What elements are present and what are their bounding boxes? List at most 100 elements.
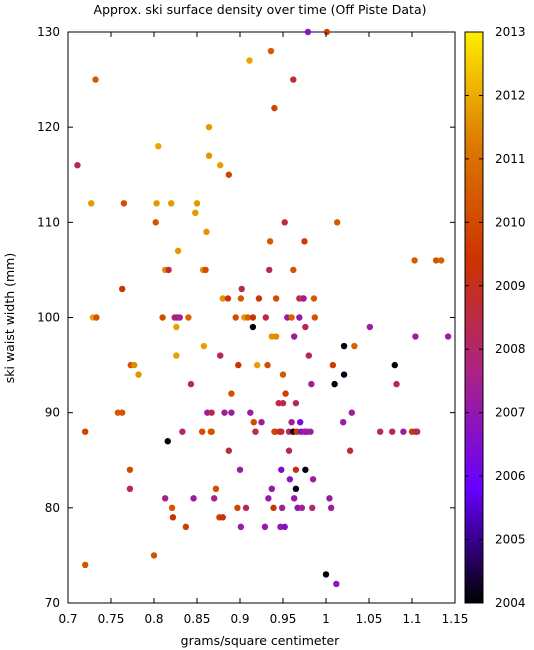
data-point	[286, 476, 294, 483]
y-tick-label: 90	[45, 406, 60, 420]
data-point	[432, 257, 440, 264]
data-point	[322, 571, 330, 578]
data-point	[232, 314, 239, 321]
data-point	[305, 352, 312, 359]
y-axis-ticks: 70 80 90 100 110 120 130	[37, 25, 455, 610]
data-point	[208, 428, 215, 435]
colorbar-tick-label: 2008	[495, 342, 526, 356]
colorbar-gradient	[464, 31, 484, 604]
data-point	[301, 238, 308, 245]
data-point	[279, 371, 287, 378]
data-point	[155, 143, 162, 150]
data-point	[329, 361, 337, 369]
data-point	[237, 523, 245, 531]
data-point	[266, 266, 273, 274]
data-point	[438, 257, 445, 264]
data-point	[351, 342, 358, 350]
data-point	[393, 380, 400, 388]
data-point	[250, 418, 257, 426]
data-point	[288, 314, 295, 321]
data-point	[304, 28, 312, 36]
data-point	[292, 399, 300, 407]
colorbar-tick-label: 2013	[495, 25, 526, 39]
data-point	[265, 495, 272, 502]
data-point	[282, 390, 289, 397]
data-point	[120, 200, 128, 207]
data-point	[272, 295, 280, 302]
x-axis-title: grams/square centimeter	[181, 633, 341, 648]
data-point	[290, 266, 297, 274]
data-point	[302, 466, 309, 473]
colorbar-tick-label: 2011	[495, 152, 526, 166]
data-point	[254, 361, 261, 369]
data-point	[153, 200, 160, 207]
data-point	[173, 323, 180, 331]
data-point	[249, 314, 257, 321]
data-point	[400, 428, 407, 435]
data-point	[333, 219, 341, 226]
x-tick-label: 1	[322, 612, 330, 626]
data-point	[217, 162, 224, 169]
colorbar-tick-label: 2006	[495, 469, 526, 483]
data-point	[412, 333, 419, 340]
x-tick-label: 1.05	[356, 612, 383, 626]
data-point	[173, 352, 180, 359]
data-point	[296, 314, 303, 321]
colorbar-tick-label: 2009	[495, 279, 526, 293]
data-point	[391, 361, 398, 369]
x-tick-label: 0.8	[144, 612, 163, 626]
data-point	[198, 428, 206, 435]
data-point	[221, 409, 228, 416]
data-point	[389, 428, 396, 435]
data-point	[228, 409, 235, 416]
data-point	[309, 476, 317, 483]
data-point	[126, 466, 134, 473]
data-point	[311, 314, 319, 321]
data-point	[290, 333, 298, 340]
data-point	[255, 295, 263, 302]
data-point	[278, 466, 285, 473]
colorbar-tick-label: 2007	[495, 406, 526, 420]
data-points	[74, 28, 452, 588]
data-point	[185, 314, 192, 321]
data-point	[302, 323, 309, 331]
data-point	[219, 514, 226, 521]
data-point	[346, 447, 354, 454]
y-tick-label: 110	[37, 215, 60, 229]
data-point	[190, 495, 197, 502]
data-point	[333, 580, 340, 588]
plot-border	[67, 31, 456, 604]
data-point	[348, 409, 355, 416]
data-point	[271, 104, 278, 112]
data-point	[179, 428, 186, 435]
x-tick-label: 0.9	[230, 612, 249, 626]
data-point	[219, 295, 226, 302]
data-point	[168, 504, 176, 512]
data-point	[307, 428, 314, 435]
data-point	[413, 428, 421, 435]
data-point	[327, 504, 335, 512]
data-point	[174, 247, 182, 255]
data-point	[217, 352, 224, 359]
data-point	[300, 295, 307, 302]
x-tick-label: 0.95	[270, 612, 297, 626]
data-point	[200, 342, 208, 350]
data-point	[249, 323, 257, 331]
x-tick-label: 1.15	[442, 612, 469, 626]
data-point	[267, 47, 275, 55]
data-point	[131, 361, 138, 369]
data-point	[292, 466, 300, 473]
x-axis-ticks: 0.7 0.75 0.8 0.85 0.9 0.95 1 1.05 1.1 1.15	[58, 32, 468, 626]
data-point	[192, 209, 199, 217]
data-point	[288, 418, 295, 426]
data-point	[82, 561, 89, 569]
data-point	[278, 428, 285, 435]
data-point	[203, 228, 210, 236]
x-tick-label: 1.1	[402, 612, 421, 626]
data-point	[326, 495, 333, 502]
data-point	[205, 123, 213, 131]
data-point	[225, 171, 233, 178]
data-point	[159, 314, 166, 321]
data-point	[212, 485, 220, 492]
